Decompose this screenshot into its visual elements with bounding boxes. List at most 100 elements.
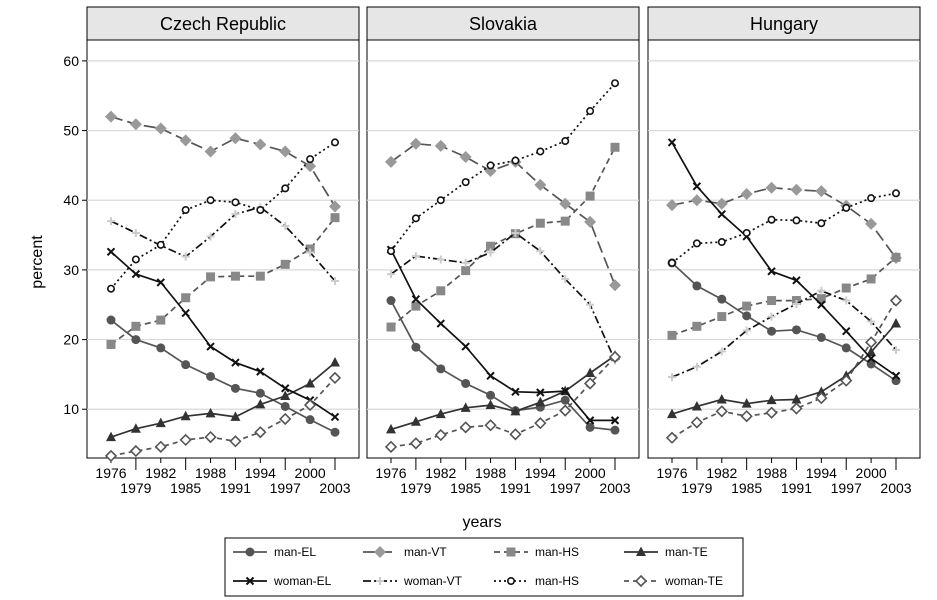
data-point (536, 388, 545, 397)
data-point-shape (387, 270, 395, 279)
data-point-shape (155, 417, 166, 428)
x-tick-label: 1991 (220, 480, 251, 496)
data-point (865, 217, 878, 230)
data-point-shape (692, 362, 701, 371)
data-point-shape (280, 259, 290, 269)
data-point-shape (668, 373, 676, 382)
data-point-shape (131, 335, 141, 345)
data-point-shape (816, 332, 826, 342)
data-point (667, 258, 676, 267)
data-point (511, 387, 520, 397)
data-point-shape (690, 194, 703, 207)
data-point-shape (692, 239, 701, 248)
data-point (509, 428, 522, 441)
data-point-shape (409, 437, 423, 450)
data-point-shape (767, 215, 776, 224)
data-point-shape (817, 219, 826, 228)
data-point-shape (692, 281, 702, 291)
data-point (511, 156, 520, 165)
data-point-shape (106, 339, 116, 349)
legend-marker-shape (374, 546, 386, 558)
series-woman-TE (384, 350, 622, 453)
data-point-shape (560, 216, 570, 226)
data-point (610, 142, 620, 152)
legend-item: man-TE (624, 545, 708, 559)
data-point (206, 196, 215, 205)
x-tick-label: 1976 (375, 465, 406, 481)
data-point-shape (206, 371, 216, 381)
data-point-shape (610, 425, 620, 435)
data-point (131, 255, 140, 264)
data-point-shape (717, 312, 727, 322)
data-point-shape (740, 410, 753, 423)
series-line (390, 146, 616, 328)
data-point-shape (842, 203, 851, 212)
y-tick-label: 30 (63, 262, 79, 278)
panel-2: Hungary197619791982198519881991199419972… (647, 6, 921, 496)
data-point (105, 110, 117, 123)
data-point-shape (386, 322, 396, 332)
data-point (534, 178, 547, 191)
data-point (330, 138, 339, 147)
series-line (390, 82, 616, 252)
legend-marker (245, 547, 255, 557)
data-point (585, 191, 595, 201)
data-point-shape (510, 405, 521, 416)
x-tick-label: 1997 (270, 480, 301, 496)
data-point (767, 267, 776, 276)
data-point-shape (461, 258, 470, 267)
data-point (306, 248, 315, 257)
data-point (206, 371, 216, 381)
series-line (110, 319, 336, 433)
legend-marker (506, 576, 515, 585)
data-point-shape (486, 390, 496, 400)
data-point-shape (206, 196, 215, 205)
data-point (305, 377, 316, 388)
data-point (767, 326, 777, 336)
data-point (129, 118, 142, 131)
data-point (534, 417, 547, 430)
data-point (586, 107, 595, 116)
data-point-shape (331, 277, 339, 286)
data-point (717, 312, 727, 322)
y-tick-label: 60 (63, 53, 79, 69)
series-woman-EL (667, 138, 901, 381)
data-point-shape (841, 283, 851, 293)
data-point (842, 203, 851, 212)
data-point-shape (534, 417, 547, 430)
data-point-shape (561, 274, 570, 283)
data-point (792, 216, 801, 225)
data-point-shape (765, 406, 778, 419)
series-line (390, 356, 616, 448)
data-point-shape (792, 216, 801, 225)
data-point-shape (156, 315, 166, 325)
data-point (330, 357, 340, 367)
data-point (231, 358, 240, 367)
data-point-shape (106, 431, 116, 442)
data-point (459, 151, 472, 164)
data-point-shape (891, 371, 901, 381)
data-point (667, 408, 677, 419)
data-point-shape (765, 181, 778, 194)
y-tick-label: 10 (63, 401, 79, 417)
data-point-shape (131, 321, 141, 331)
series-line (671, 300, 897, 439)
data-point-shape (717, 294, 727, 304)
data-point (131, 269, 141, 279)
data-point-shape (105, 110, 117, 123)
data-point (279, 145, 292, 158)
legend-label: man-HS (535, 545, 579, 559)
data-point (306, 155, 315, 164)
data-point-shape (229, 132, 242, 145)
x-tick-label: 1988 (475, 465, 506, 481)
data-point-shape (715, 197, 728, 210)
data-point-shape (717, 209, 726, 219)
data-point-shape (386, 423, 396, 434)
legend-label: woman-VT (403, 574, 463, 588)
data-point-shape (535, 218, 545, 228)
legend-label: man-TE (665, 545, 708, 559)
data-point (486, 371, 495, 381)
series-woman-TE (665, 294, 903, 444)
legend-marker (245, 576, 255, 586)
data-point-shape (559, 197, 572, 210)
